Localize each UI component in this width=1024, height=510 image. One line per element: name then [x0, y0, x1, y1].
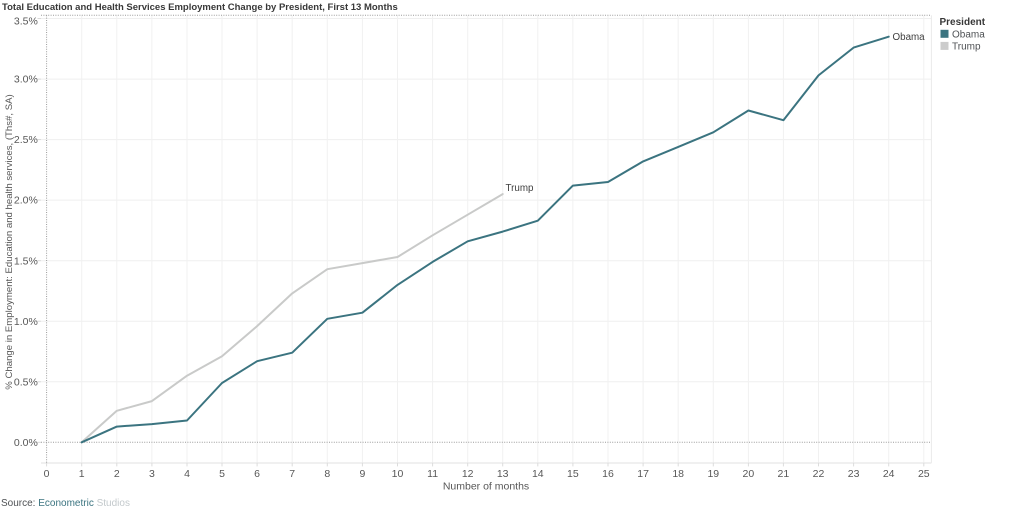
svg-text:Source: Econometric Studios: Source: Econometric Studios [1, 498, 130, 509]
svg-text:2: 2 [114, 468, 120, 480]
svg-text:Trump: Trump [952, 42, 981, 53]
svg-text:25: 25 [918, 468, 930, 480]
svg-text:Obama: Obama [893, 32, 926, 43]
svg-text:23: 23 [848, 468, 860, 480]
svg-text:2.5%: 2.5% [14, 134, 38, 146]
svg-text:18: 18 [672, 468, 684, 480]
svg-text:21: 21 [778, 468, 790, 480]
svg-text:1: 1 [79, 468, 85, 480]
svg-text:22: 22 [813, 468, 825, 480]
svg-text:19: 19 [707, 468, 719, 480]
svg-text:16: 16 [602, 468, 614, 480]
svg-text:5: 5 [219, 468, 225, 480]
svg-text:Number of months: Number of months [443, 481, 529, 493]
svg-text:Trump: Trump [506, 183, 534, 194]
svg-text:President: President [940, 17, 986, 28]
svg-text:13: 13 [497, 468, 509, 480]
svg-text:24: 24 [883, 468, 895, 480]
svg-text:Obama: Obama [952, 29, 985, 40]
svg-text:6: 6 [254, 468, 260, 480]
svg-text:8: 8 [324, 468, 330, 480]
svg-text:3.5%: 3.5% [14, 15, 38, 27]
svg-text:1.0%: 1.0% [14, 316, 38, 328]
svg-text:3.0%: 3.0% [14, 74, 38, 86]
svg-text:4: 4 [184, 468, 190, 480]
svg-text:0.5%: 0.5% [14, 376, 38, 388]
svg-text:3: 3 [149, 468, 155, 480]
svg-text:10: 10 [392, 468, 404, 480]
svg-text:0: 0 [44, 468, 50, 480]
svg-text:% Change in Employment: Educat: % Change in Employment: Education and he… [4, 94, 15, 389]
svg-text:15: 15 [567, 468, 579, 480]
svg-text:11: 11 [427, 468, 438, 480]
svg-text:14: 14 [532, 468, 544, 480]
svg-text:2.0%: 2.0% [14, 195, 38, 207]
svg-text:1.5%: 1.5% [14, 255, 38, 267]
svg-text:0.0%: 0.0% [14, 437, 38, 449]
svg-text:20: 20 [743, 468, 755, 480]
svg-text:7: 7 [289, 468, 295, 480]
svg-text:9: 9 [359, 468, 365, 480]
svg-text:Total Education and Health Ser: Total Education and Health Services Empl… [2, 2, 398, 13]
svg-text:12: 12 [462, 468, 474, 480]
svg-text:17: 17 [637, 468, 649, 480]
